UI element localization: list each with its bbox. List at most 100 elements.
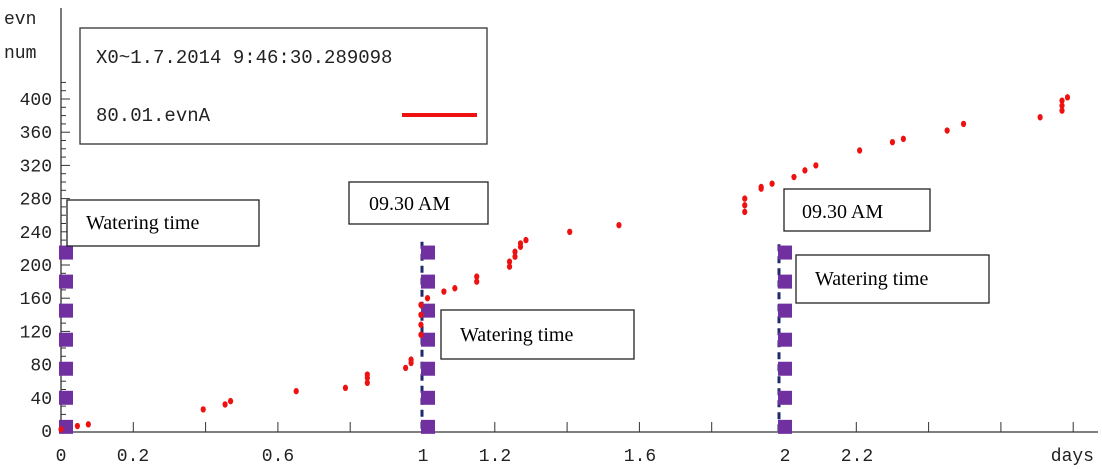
data-point (742, 202, 748, 209)
data-point (1059, 107, 1065, 114)
data-point (802, 167, 808, 174)
watering-marker (421, 274, 435, 289)
data-point (418, 311, 424, 318)
watering-marker (421, 419, 435, 434)
data-point (900, 135, 906, 143)
data-point (567, 228, 573, 235)
data-point (506, 263, 513, 270)
data-point (1059, 97, 1065, 104)
watering-marker (59, 390, 73, 405)
x-tick-label: 0.2 (117, 447, 149, 467)
y-tick-label: 280 (20, 191, 52, 211)
data-point (364, 371, 370, 378)
x-axis-unit-label: days (1051, 447, 1094, 467)
data-point (58, 426, 64, 433)
watering-marker (59, 303, 73, 318)
watering-marker (778, 332, 792, 347)
data-point-layer (58, 94, 1071, 433)
annotation-watering-time-1: Watering time (66, 199, 260, 247)
y-tick-label: 120 (20, 323, 52, 343)
y-axis-label: evn (4, 10, 36, 30)
watering-marker (778, 361, 792, 376)
data-point (944, 127, 950, 134)
y-axis-label: num (4, 44, 36, 64)
watering-marker (778, 419, 792, 434)
data-point (857, 147, 863, 154)
annotation-text: Watering time (815, 268, 928, 290)
legend-origin-text: X0~1.7.2014 9:46:30.289098 (96, 47, 392, 69)
data-point (512, 248, 518, 255)
data-point (293, 387, 299, 395)
watering-marker (421, 361, 435, 376)
y-tick-label: 200 (20, 257, 52, 277)
legend-box (79, 27, 488, 145)
watering-marker (421, 245, 435, 260)
y-tick-label: 0 (41, 423, 52, 443)
data-point (364, 379, 370, 387)
annotation-text: 09.30 AM (369, 193, 450, 215)
annotation-watering-time-3: Watering time (795, 254, 990, 304)
data-point (227, 397, 234, 405)
data-point (1059, 102, 1065, 109)
y-tick-label: 240 (20, 224, 52, 244)
data-point (403, 364, 409, 372)
data-point (517, 240, 524, 247)
data-point (960, 120, 967, 128)
watering-marker (59, 361, 73, 376)
legend: X0~1.7.2014 9:46:30.289098 80.01.evnA (79, 27, 488, 145)
data-point (342, 384, 349, 392)
data-point (408, 356, 414, 363)
data-point (418, 301, 424, 309)
watering-marker (421, 390, 435, 405)
annotation-text: Watering time (86, 212, 199, 234)
data-point (523, 236, 529, 244)
data-point (1037, 114, 1043, 121)
data-point (506, 258, 513, 265)
data-point (222, 401, 228, 408)
data-point (418, 321, 424, 328)
watering-marker-layer (59, 241, 792, 434)
annotation-watering-time-2: Watering time (440, 309, 635, 360)
watering-marker (59, 332, 73, 347)
data-point (813, 162, 819, 169)
watering-marker (778, 245, 792, 260)
data-point (889, 138, 896, 146)
data-point (1064, 94, 1071, 101)
y-tick-label: 160 (20, 290, 52, 310)
annotation-box (795, 254, 990, 304)
annotation-time-2: 09.30 AM (783, 188, 931, 232)
data-point (758, 183, 764, 191)
x-tick-label: 0.6 (262, 447, 294, 467)
watering-marker (778, 303, 792, 318)
y-tick-label: 400 (20, 91, 52, 111)
data-point (441, 288, 447, 295)
data-point (200, 406, 206, 413)
watering-marker (59, 274, 73, 289)
data-point (418, 331, 424, 338)
watering-marker (778, 274, 792, 289)
y-tick-label: 320 (20, 157, 52, 177)
annotation-box (66, 199, 260, 247)
annotation-text: Watering time (460, 324, 573, 346)
annotation-text: 09.30 AM (802, 201, 883, 223)
annotation-box (348, 181, 489, 225)
axes-layer: 0 40 80 120 160 200 240 280 320 360 400 evn num 0 0.2 0… (4, 8, 1098, 467)
x-tick-label: 2.2 (841, 447, 873, 467)
data-point (424, 295, 431, 302)
data-point (742, 208, 748, 216)
data-point (85, 421, 91, 428)
annotation-box (440, 309, 635, 360)
annotation-box (783, 188, 931, 232)
data-point (616, 221, 622, 229)
legend-series-label: 80.01.evnA (96, 105, 211, 127)
annotation-time-1: 09.30 AM (348, 181, 489, 225)
watering-marker (421, 332, 435, 347)
x-tick-label: 2 (780, 447, 791, 467)
x-tick-label: 0 (56, 447, 67, 467)
data-point (512, 253, 518, 260)
x-tick-label: 1.2 (479, 447, 511, 467)
data-point (791, 173, 797, 181)
data-point (74, 422, 81, 430)
y-tick-label: 40 (30, 390, 52, 410)
